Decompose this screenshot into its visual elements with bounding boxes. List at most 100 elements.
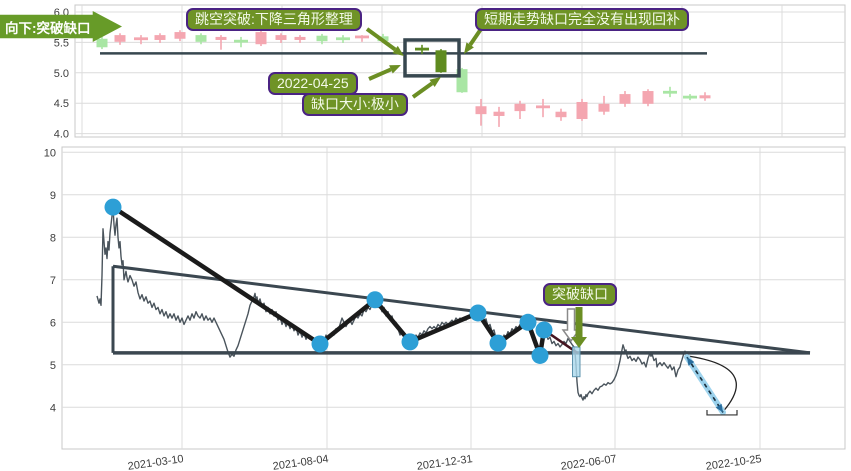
y-tick-label: 5.0 xyxy=(54,68,69,80)
candle xyxy=(415,44,429,54)
candle xyxy=(275,33,287,44)
annotation-arrow-head xyxy=(389,65,401,74)
triangle-descending-line xyxy=(112,264,811,355)
pivot-dot xyxy=(519,313,537,331)
x-tick-label: 2021-08-04 xyxy=(272,453,329,471)
bottom-line-chart: 10 9 8 7 6 5 4 2021-03-10 2021-08-04 2021-12-31 20… xyxy=(44,146,846,471)
measure-bracket xyxy=(706,409,738,416)
y-tick-label: 4 xyxy=(50,402,56,414)
gap-highlight-box xyxy=(403,38,461,78)
y-tick-label: 6 xyxy=(50,317,56,329)
gap-marker-bar xyxy=(572,346,581,378)
candle xyxy=(234,36,248,48)
candle-body xyxy=(114,35,126,42)
pivot-dot xyxy=(104,198,122,216)
annotation-arrow-line xyxy=(365,27,397,52)
y-tick-label: 10 xyxy=(44,147,56,159)
annotation-breakout-gap-label: 突破缺口 xyxy=(552,286,608,302)
annotation-date: 2022-04-25 xyxy=(268,72,358,95)
candle xyxy=(174,30,186,42)
candle-body xyxy=(456,69,468,93)
y-tick-label: 8 xyxy=(50,232,56,244)
candle-body xyxy=(195,35,207,42)
candle xyxy=(642,89,654,107)
annotation-arrow-head xyxy=(392,45,404,56)
annotation-gap-size-label: 缺口大小:极小 xyxy=(311,96,399,112)
candle xyxy=(255,30,267,47)
candle-body xyxy=(699,95,711,99)
candle xyxy=(456,67,468,93)
annotation-arrow-line xyxy=(468,27,483,47)
pivot-dot xyxy=(311,335,329,353)
candle xyxy=(134,35,148,45)
candle-body xyxy=(316,35,328,42)
candle xyxy=(114,33,126,45)
candle xyxy=(294,35,306,44)
annotation-arrow-head xyxy=(687,357,695,366)
pivot-dot xyxy=(531,346,549,364)
y-tick-label: 9 xyxy=(50,190,56,202)
annotation-no-refill-label: 短期走势缺口完全没有出现回补 xyxy=(484,11,680,27)
candle-body xyxy=(598,103,610,112)
x-tick-label: 2022-10-25 xyxy=(705,453,762,471)
candle-body xyxy=(514,103,526,112)
candle-body xyxy=(275,35,287,40)
pivot-dot xyxy=(366,291,384,309)
candle xyxy=(316,33,328,45)
candle xyxy=(619,91,631,107)
y-tick-label: 5 xyxy=(50,360,56,372)
candle xyxy=(576,98,588,121)
annotation-gap-breakout-label: 跳空突破:下降三角形整理 xyxy=(195,11,353,27)
x-tick-label: 2021-03-10 xyxy=(127,453,184,471)
candle xyxy=(598,95,610,115)
annotation-arrow-head xyxy=(715,403,723,413)
candle xyxy=(683,94,697,101)
candle xyxy=(215,35,227,50)
pivot-dot xyxy=(401,333,419,351)
plot-border xyxy=(61,146,846,450)
candle xyxy=(555,108,567,121)
banner-down-breakaway-gap: 向下:突破缺口 xyxy=(0,11,122,42)
candle-body xyxy=(435,50,447,73)
y-tick-label: 4.0 xyxy=(54,129,69,141)
candle xyxy=(536,98,550,118)
annotation-arrow-head xyxy=(429,77,441,88)
candle xyxy=(96,36,108,50)
annotation-arrow-head xyxy=(464,42,474,54)
zigzag-trend-line xyxy=(110,204,547,358)
candle xyxy=(154,33,166,44)
pivot-dot xyxy=(489,334,507,352)
x-tick-label: 2021-12-31 xyxy=(416,453,473,471)
candle xyxy=(435,49,447,73)
plot-border xyxy=(74,4,846,138)
y-tick-label: 5.5 xyxy=(54,37,69,49)
candle xyxy=(663,86,677,98)
y-tick-label: 7 xyxy=(50,275,56,287)
white-down-arrow xyxy=(561,308,581,343)
measure-curve xyxy=(686,355,737,412)
candle xyxy=(699,92,711,101)
annotation-arrow-line xyxy=(368,67,392,81)
candle-body xyxy=(215,36,227,40)
annotation-gap-breakout: 跳空突破:下降三角形整理 xyxy=(186,8,362,31)
candle-body xyxy=(294,36,306,40)
candle xyxy=(493,106,505,127)
candle-body xyxy=(493,111,505,116)
annotation-breakout-gap: 突破缺口 xyxy=(543,283,617,306)
green-down-arrow xyxy=(571,307,587,348)
pivot-dot xyxy=(469,304,487,322)
candle-body xyxy=(255,32,267,45)
candle-body xyxy=(555,111,567,118)
top-candlestick-chart: 6.05.55.04.54.0 xyxy=(54,4,846,141)
annotation-gap-size: 缺口大小:极小 xyxy=(302,93,408,116)
candle-body xyxy=(642,91,654,104)
candle xyxy=(475,98,487,126)
candle-body xyxy=(619,94,631,104)
candle xyxy=(514,100,526,120)
annotation-date-label: 2022-04-25 xyxy=(277,75,349,91)
banner-label: 向下:突破缺口 xyxy=(5,20,91,36)
candle xyxy=(195,33,207,45)
candle xyxy=(355,35,369,42)
y-tick-label: 4.5 xyxy=(54,98,69,110)
